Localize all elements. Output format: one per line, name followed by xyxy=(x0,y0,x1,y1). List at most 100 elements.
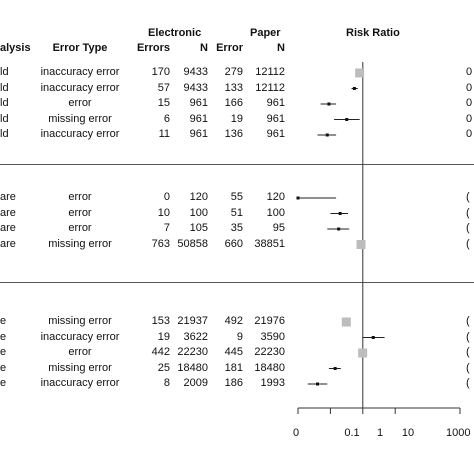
row-electronic-n: 22230 xyxy=(177,346,208,358)
row-paper-n: 12112 xyxy=(255,66,285,78)
estimate-point xyxy=(345,118,349,121)
row-electronic-errors: 25 xyxy=(157,361,170,374)
header-paper-error: Error xyxy=(216,42,243,54)
row-right-col: ( xyxy=(466,361,470,374)
estimate-point xyxy=(333,367,337,370)
header-electronic-errors: Errors xyxy=(136,42,170,54)
row-right-col: ( xyxy=(466,191,470,203)
tick-label: 0.1 xyxy=(344,427,360,439)
header-analysis: alysis xyxy=(0,42,31,54)
row-error-type: inaccuracy error xyxy=(40,66,120,78)
chart-title: Risk Ratio xyxy=(346,27,400,39)
row-electronic-n: 3622 xyxy=(183,330,208,343)
row-paper-n: 120 xyxy=(266,191,285,203)
row-paper-n: 100 xyxy=(266,206,285,219)
row-paper-errors: 51 xyxy=(230,206,243,219)
row-error-type: missing error xyxy=(48,237,112,250)
row-right-col: 0 xyxy=(466,112,473,125)
row-electronic-errors: 19 xyxy=(157,330,170,343)
estimate-square xyxy=(358,348,368,358)
row-paper-n: 95 xyxy=(272,222,285,234)
row-paper-n: 21976 xyxy=(254,315,285,327)
row-paper-errors: 181 xyxy=(224,361,243,374)
row-electronic-errors: 153 xyxy=(151,315,170,327)
row-analysis: ld xyxy=(0,66,9,78)
row-paper-errors: 9 xyxy=(236,330,243,343)
row-right-col: ( xyxy=(466,330,470,343)
row-electronic-errors: 170 xyxy=(151,66,170,78)
row-paper-errors: 133 xyxy=(224,81,243,94)
row-paper-errors: 445 xyxy=(224,346,243,358)
row-analysis: ld xyxy=(0,128,9,140)
row-analysis: e xyxy=(0,315,7,327)
header-paper: Paper xyxy=(250,27,281,39)
row-analysis: e xyxy=(0,361,7,374)
row-electronic-n: 9433 xyxy=(183,66,208,78)
row-electronic-n: 100 xyxy=(189,206,208,219)
tick-label: 10 xyxy=(401,427,415,439)
row-paper-errors: 279 xyxy=(224,66,243,78)
row-electronic-n: 18480 xyxy=(177,361,208,374)
row-electronic-n: 9433 xyxy=(183,81,208,94)
row-analysis: e xyxy=(0,377,7,389)
tick-label: 1000 xyxy=(446,427,471,439)
row-analysis: are xyxy=(0,237,16,250)
row-analysis: are xyxy=(0,222,16,234)
estimate-point xyxy=(338,212,342,215)
row-electronic-n: 2009 xyxy=(183,377,208,389)
section-divider-1 xyxy=(0,164,474,165)
row-error-type: error xyxy=(68,206,92,219)
row-electronic-n: 21937 xyxy=(177,315,208,327)
row-electronic-errors: 442 xyxy=(151,346,170,358)
estimate-square xyxy=(341,317,351,327)
row-electronic-n: 50858 xyxy=(177,237,208,250)
estimate-point xyxy=(325,133,329,137)
row-paper-errors: 186 xyxy=(224,377,243,389)
row-electronic-errors: 8 xyxy=(163,377,170,389)
section-divider-2 xyxy=(0,282,474,283)
row-paper-errors: 19 xyxy=(230,112,243,125)
row-paper-n: 22230 xyxy=(254,346,285,358)
header-paper-n: N xyxy=(277,42,285,54)
row-electronic-errors: 0 xyxy=(163,191,170,203)
row-electronic-n: 105 xyxy=(189,222,208,234)
row-paper-n: 12112 xyxy=(255,81,285,94)
row-error-type: error xyxy=(68,97,92,109)
row-paper-n: 38851 xyxy=(254,237,285,250)
row-error-type: inaccuracy error xyxy=(40,377,120,389)
row-right-col: 0 xyxy=(466,81,473,94)
row-error-type: missing error xyxy=(48,361,112,374)
row-error-type: inaccuracy error xyxy=(40,81,120,94)
row-analysis: are xyxy=(0,191,16,203)
estimate-point xyxy=(316,382,320,386)
row-electronic-errors: 15 xyxy=(157,97,170,109)
row-electronic-n: 961 xyxy=(189,128,208,140)
estimate-square xyxy=(355,68,365,78)
row-error-type: error xyxy=(68,222,92,234)
row-electronic-errors: 11 xyxy=(158,128,170,140)
row-error-type: missing error xyxy=(48,315,112,327)
header-error-type: Error Type xyxy=(52,42,108,54)
row-electronic-n: 961 xyxy=(189,112,208,125)
header-electronic-n: N xyxy=(200,42,208,54)
row-right-col: ( xyxy=(466,222,470,234)
row-error-type: inaccuracy error xyxy=(40,128,120,140)
row-paper-n: 961 xyxy=(266,97,285,109)
row-error-type: error xyxy=(68,191,92,203)
row-error-type: inaccuracy error xyxy=(40,330,120,343)
row-analysis: e xyxy=(0,330,7,343)
row-analysis: ld xyxy=(0,97,9,109)
row-paper-errors: 55 xyxy=(230,191,243,203)
row-electronic-errors: 6 xyxy=(163,112,170,125)
row-paper-errors: 136 xyxy=(224,128,243,140)
row-right-col: 0 xyxy=(466,128,473,140)
row-analysis: are xyxy=(0,206,16,219)
estimate-square xyxy=(356,240,366,249)
estimate-point xyxy=(352,87,356,90)
row-electronic-n: 120 xyxy=(189,191,208,203)
row-paper-errors: 35 xyxy=(230,222,243,234)
row-right-col: 0 xyxy=(466,97,473,109)
row-error-type: missing error xyxy=(48,112,112,125)
row-electronic-errors: 10 xyxy=(157,206,170,219)
